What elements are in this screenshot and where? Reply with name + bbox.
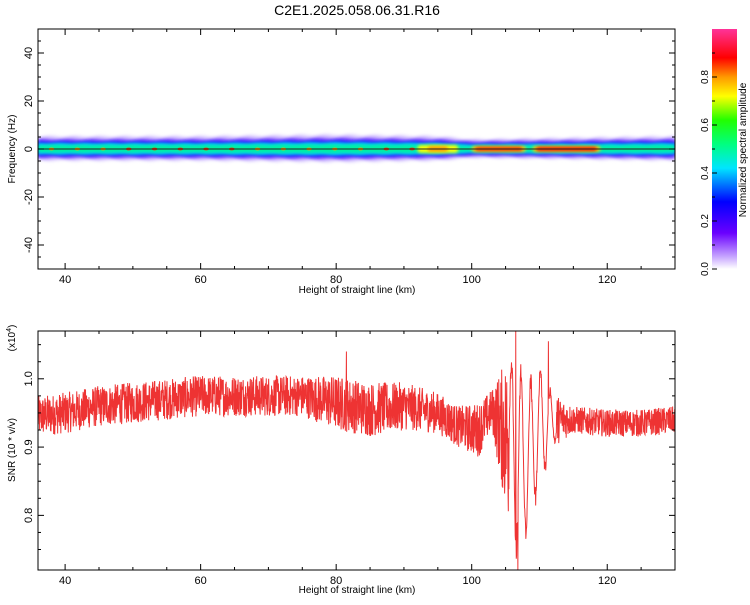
y-tick-label: 1.0 [23, 371, 35, 386]
x-tick-label: 120 [598, 274, 616, 286]
spectrogram-bands [38, 133, 675, 163]
x-tick-label: 40 [59, 274, 71, 286]
snr-x-ticks: 40 60 80 100 120 [59, 331, 676, 587]
colorbar-tick-label: 0.6 [700, 118, 711, 132]
colorbar-tick-label: 0.8 [700, 70, 711, 84]
x-tick-label: 120 [598, 575, 616, 587]
colorbar-tick-label: 0.0 [700, 262, 711, 276]
snr-frame [37, 330, 676, 571]
y-tick-label: -20 [23, 189, 35, 205]
y-tick-label: 0.8 [23, 508, 35, 523]
spectrogram-y-label: Frequency (Hz) [7, 115, 18, 184]
x-tick-label: 100 [463, 575, 481, 587]
colorbar-ticks: 0.0 0.2 0.4 0.6 0.8 [700, 52, 717, 276]
y-tick-label: 20 [23, 95, 35, 107]
y-tick-label: 40 [23, 47, 35, 59]
x-tick-label: 60 [195, 274, 207, 286]
x-tick-label: 80 [330, 575, 342, 587]
figure-title: C2E1.2025.058.06.31.R16 [274, 2, 440, 18]
snr-y-multiplier: (x104) [6, 325, 18, 352]
snr-x-label: Height of straight line (km) [299, 585, 416, 596]
colorbar-label: Normalized spectral amplitude [738, 82, 749, 217]
spectrogram-panel: 40 60 80 100 120 40 20 0 -20 -40 Height of strai… [7, 28, 676, 296]
spectrogram-x-ticks: 40 60 80 100 120 [59, 29, 676, 286]
snr-y-ticks: 0.8 0.9 1.0 [23, 344, 675, 551]
colorbar: 0.0 0.2 0.4 0.6 0.8 Normalized spectral ampl… [700, 29, 749, 276]
y-tick-label: 0.9 [23, 439, 35, 454]
y-tick-label: 0 [23, 146, 35, 152]
x-tick-label: 40 [59, 575, 71, 587]
x-tick-label: 60 [195, 575, 207, 587]
colorbar-tick-label: 0.4 [700, 166, 711, 180]
spectrogram-x-label: Height of straight line (km) [299, 285, 416, 296]
y-tick-label: -40 [23, 237, 35, 253]
snr-panel: 40 60 80 100 120 0.8 0.9 1.0 Height of straigh… [6, 325, 676, 596]
snr-y-label: SNR (10 * v/v) [7, 418, 18, 482]
x-tick-label: 80 [330, 274, 342, 286]
x-tick-label: 100 [463, 274, 481, 286]
spectrogram-y-ticks: 40 20 0 -20 -40 [23, 40, 675, 258]
colorbar-gradient [712, 29, 737, 269]
snr-plot-area [38, 331, 675, 570]
snr-series-line [38, 331, 675, 570]
colorbar-tick-label: 0.2 [700, 214, 711, 228]
